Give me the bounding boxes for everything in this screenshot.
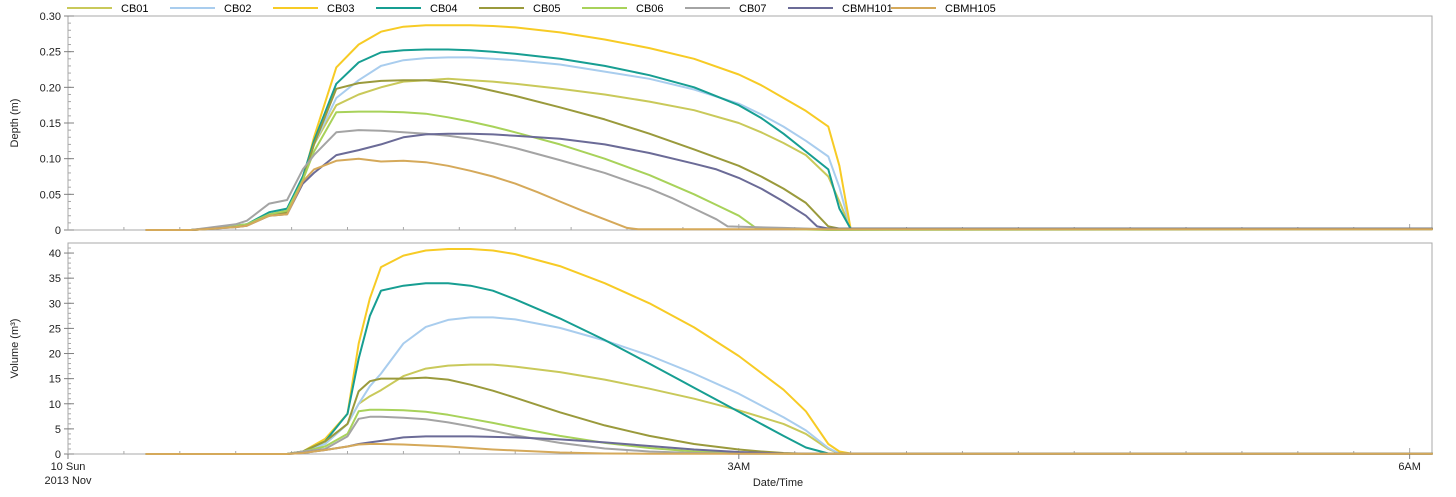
y-tick-label: 20 <box>49 349 61 361</box>
depth-series-cb04 <box>145 48 1433 231</box>
y-tick-label: 0.25 <box>40 47 61 59</box>
x-tick-label: 3AM <box>728 461 751 473</box>
depth-chart-panel: 0 0.05 0.10 0.15 0.20 0.25 0.30 Depth (m) <box>9 11 1433 237</box>
legend-label: CB03 <box>327 3 355 15</box>
y-tick-label: 5 <box>55 424 61 436</box>
legend-item-cb03: CB03 <box>273 3 355 15</box>
depth-series-cbmh105 <box>145 157 1433 231</box>
y-tick-label: 10 <box>49 399 61 411</box>
depth-plot-area <box>67 15 1433 231</box>
x-axis: Date/Time 10 Sun 2013 Nov 3AM 6AM <box>44 454 1421 489</box>
volume-y-axis-title: Volume (m³) <box>9 319 21 379</box>
volume-chart-panel: 0 5 10 15 20 25 30 35 40 Volume (m³) <box>9 242 1433 461</box>
legend-label: CB05 <box>533 3 561 15</box>
legend-item-cbmh105: CBMH105 <box>891 3 996 15</box>
y-tick-label: 0.20 <box>40 82 61 94</box>
legend-label: CBMH101 <box>842 3 893 15</box>
depth-series-cb06 <box>145 110 1433 231</box>
legend-item-cbmh101: CBMH101 <box>788 3 893 15</box>
x-tick-label: 10 Sun <box>51 461 86 473</box>
volume-series-cb07 <box>145 415 1433 455</box>
x-tick-label: 6AM <box>1398 461 1421 473</box>
legend-item-cb06: CB06 <box>582 3 664 15</box>
legend-label: CB04 <box>430 3 458 15</box>
y-tick-label: 30 <box>49 298 61 310</box>
y-tick-label: 35 <box>49 273 61 285</box>
volume-plot-area <box>67 242 1433 455</box>
legend-label: CB07 <box>739 3 767 15</box>
legend-item-cb02: CB02 <box>170 3 252 15</box>
y-tick-label: 15 <box>49 374 61 386</box>
x-axis-title: Date/Time <box>753 477 803 489</box>
volume-series-cbmh105 <box>145 443 1433 455</box>
legend-item-cb01: CB01 <box>67 3 149 15</box>
volume-series-cb06 <box>145 408 1433 455</box>
y-tick-label: 0.05 <box>40 189 61 201</box>
legend-label: CB06 <box>636 3 664 15</box>
x-tick-sublabel: 2013 Nov <box>44 475 92 487</box>
y-tick-label: 0 <box>55 449 61 461</box>
depth-y-axis-title: Depth (m) <box>9 99 21 148</box>
legend-label: CB02 <box>224 3 252 15</box>
y-tick-label: 0.15 <box>40 118 61 130</box>
y-tick-label: 0.10 <box>40 154 61 166</box>
legend: CB01 CB02 CB03 CB04 CB05 CB06 CB07 CBMH101 CBMH1… <box>67 3 996 15</box>
legend-item-cb04: CB04 <box>376 3 458 15</box>
volume-series-cb04 <box>145 282 1433 455</box>
volume-series-cb05 <box>145 376 1433 455</box>
y-tick-label: 0.30 <box>40 11 61 23</box>
y-tick-label: 25 <box>49 323 61 335</box>
legend-item-cb07: CB07 <box>685 3 767 15</box>
y-tick-label: 0 <box>55 225 61 237</box>
legend-label: CB01 <box>121 3 149 15</box>
legend-label: CBMH105 <box>945 3 996 15</box>
legend-item-cb05: CB05 <box>479 3 561 15</box>
y-tick-label: 40 <box>49 248 61 260</box>
